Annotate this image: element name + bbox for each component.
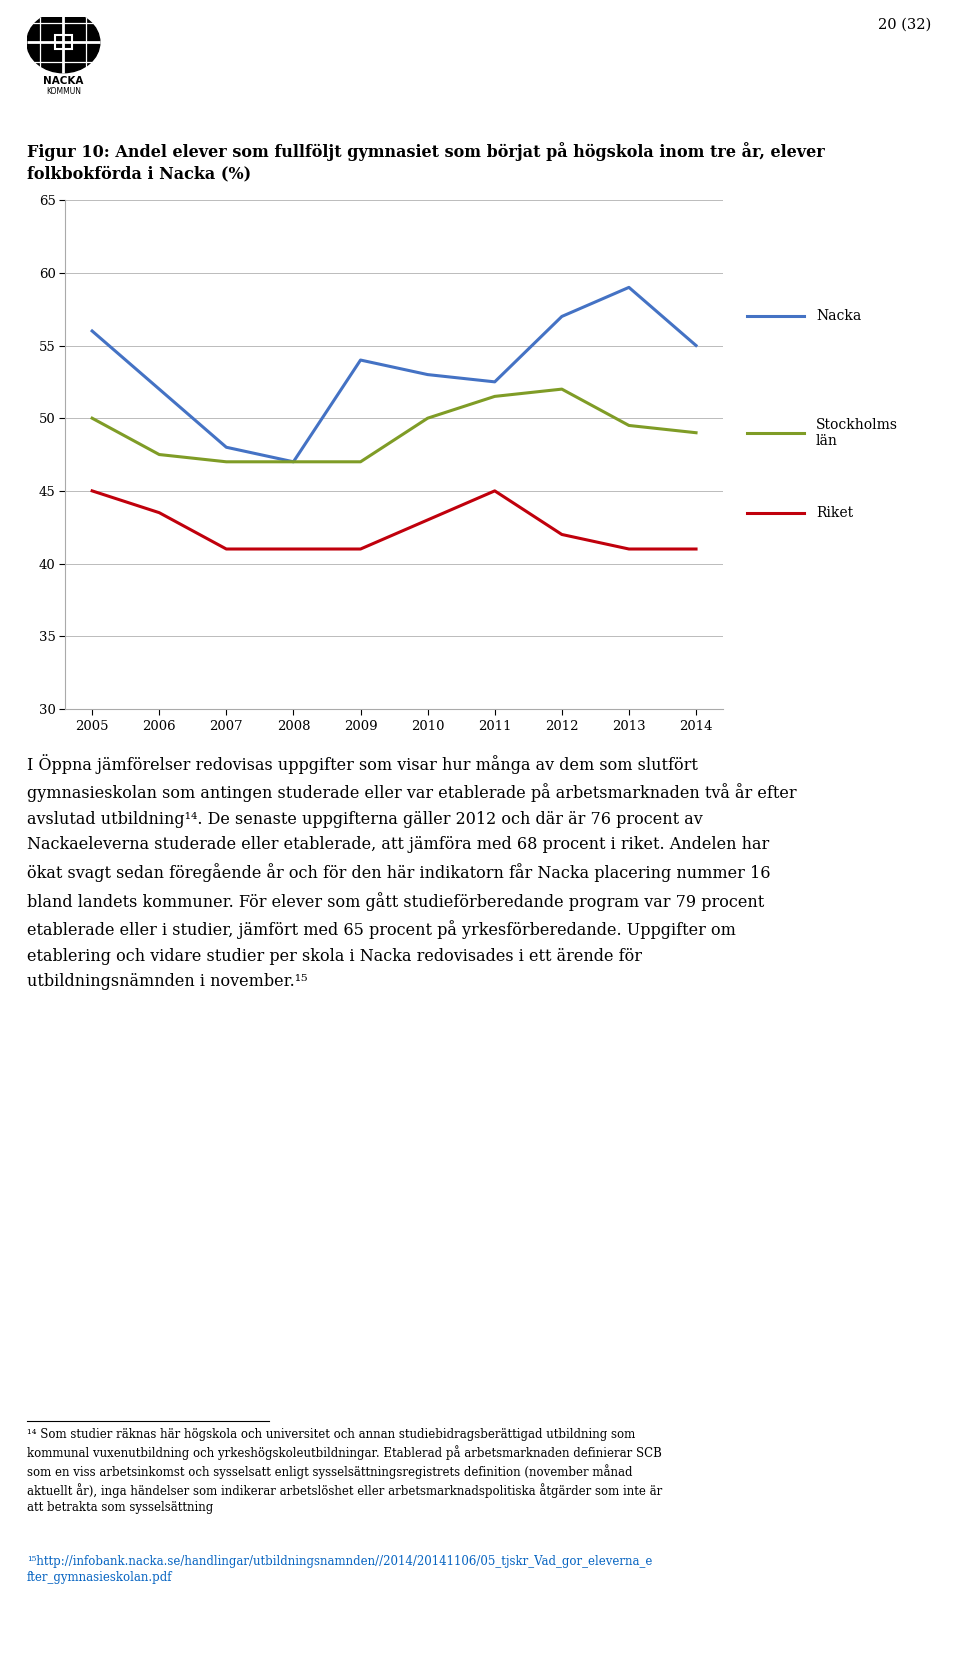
Text: Figur 10: Andel elever som fullföljt gymnasiet som börjat på högskola inom tre å: Figur 10: Andel elever som fullföljt gym… (27, 142, 825, 182)
Circle shape (27, 12, 100, 73)
Text: KOMMUN: KOMMUN (46, 87, 81, 95)
Text: 20 (32): 20 (32) (878, 17, 931, 32)
Text: ¹⁵http://infobank.nacka.se/handlingar/utbildningsnamnden//2014/20141106/05_tjskr: ¹⁵http://infobank.nacka.se/handlingar/ut… (27, 1555, 652, 1585)
Text: I Öppna jämförelser redovisas uppgifter som visar hur många av dem som slutfört
: I Öppna jämförelser redovisas uppgifter … (27, 754, 797, 991)
Text: Nacka: Nacka (816, 310, 861, 324)
Text: ¹⁴ Som studier räknas här högskola och universitet och annan studiebidragsberätt: ¹⁴ Som studier räknas här högskola och u… (27, 1428, 662, 1515)
Text: NACKA: NACKA (43, 75, 84, 85)
Bar (56, 35, 72, 48)
Text: Stockholms
län: Stockholms län (816, 417, 898, 447)
Text: Riket: Riket (816, 505, 853, 520)
